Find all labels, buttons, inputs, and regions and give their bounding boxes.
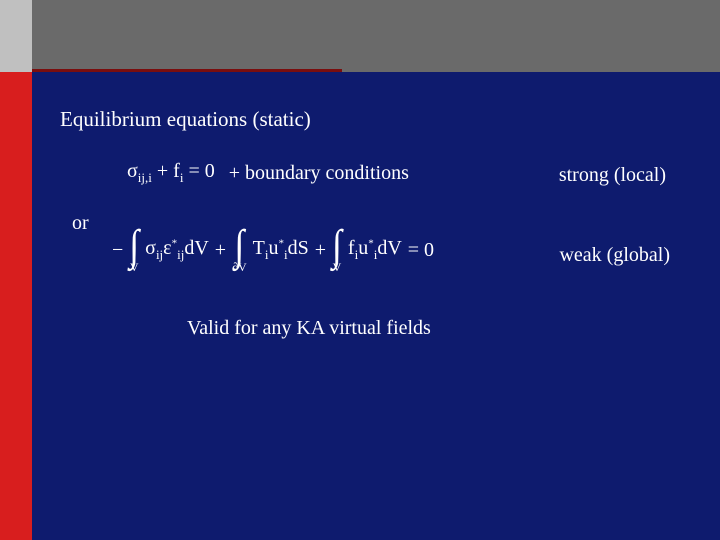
left-bar-top — [0, 0, 32, 72]
term2: Tiu*idS — [253, 237, 309, 263]
equation-weak-form: − ∫ V σijε*ijdV + ∫ ∂V Tiu*idS — [112, 227, 434, 273]
slide: Equilibrium equations (static) σij,i + f… — [0, 0, 720, 540]
section-heading: Equilibrium equations (static) — [60, 107, 311, 132]
eq2-text: − ∫ V σijε*ijdV + ∫ ∂V Tiu*idS — [112, 227, 434, 273]
or-label: or — [72, 212, 89, 235]
main-area: Equilibrium equations (static) σij,i + f… — [32, 0, 720, 540]
eq1-eq-zero: = 0 — [183, 160, 214, 182]
eq2-minus: − — [112, 239, 123, 262]
eq2-eq-zero: = 0 — [408, 239, 434, 262]
eq2-plus2: + — [315, 239, 326, 262]
integral-1: ∫ V — [129, 227, 139, 273]
eq1-text: σij,i + fi = 0 — [127, 160, 215, 186]
content-area: Equilibrium equations (static) σij,i + f… — [32, 72, 720, 540]
left-accent-bar — [0, 0, 32, 540]
integral-symbol-icon: ∫ — [332, 223, 342, 266]
eq1-sigma: σ — [127, 160, 138, 182]
equation-strong-form: σij,i + fi = 0 + boundary conditions — [127, 160, 409, 186]
term1: σijε*ijdV — [145, 237, 209, 263]
term3: fiu*idV — [348, 237, 402, 263]
eq1-plus: + — [152, 160, 173, 182]
eq1-f: f — [173, 160, 180, 182]
valid-virtual-fields-text: Valid for any KA virtual fields — [187, 317, 431, 340]
integral-symbol-icon: ∫ — [129, 223, 139, 266]
boundary-conditions-text: + boundary conditions — [229, 162, 409, 185]
eq1-sigma-sub: ij,i — [138, 170, 152, 185]
left-bar-bottom — [0, 72, 32, 540]
strong-local-label: strong (local) — [559, 164, 666, 187]
integral-symbol-icon: ∫ — [234, 223, 244, 266]
title-band — [32, 0, 720, 72]
integral-3: ∫ V — [332, 227, 342, 273]
integral-2: ∫ ∂V — [232, 227, 247, 273]
eq2-plus1: + — [215, 239, 226, 262]
weak-global-label: weak (global) — [559, 244, 670, 267]
